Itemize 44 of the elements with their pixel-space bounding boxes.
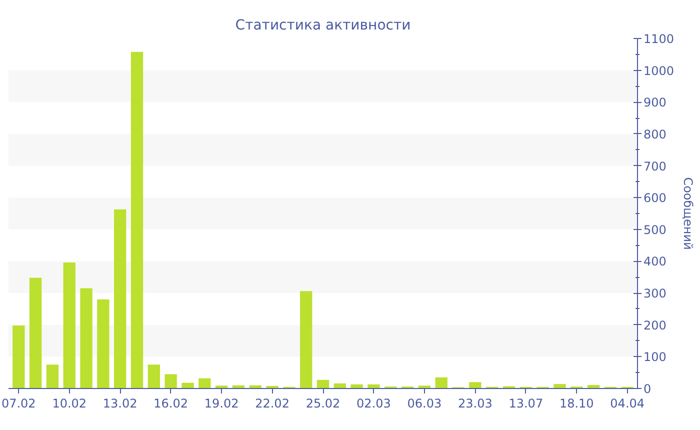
bar [182, 382, 194, 388]
y-axis-title: Сообщений [681, 177, 696, 250]
y-tick-label: 800 [644, 127, 666, 142]
y-tick-label: 400 [644, 254, 666, 269]
bar [198, 378, 211, 388]
bar [97, 299, 110, 388]
bar [554, 384, 566, 388]
y-tick-label: 1100 [644, 32, 674, 46]
y-tick-label: 100 [644, 350, 666, 364]
bar [29, 278, 42, 388]
x-tick-label: 04.04 [610, 396, 645, 410]
x-tick-label: 07.02 [1, 396, 36, 410]
x-tick-label: 06.03 [407, 396, 442, 410]
y-tick-label: 0 [644, 382, 652, 396]
x-tick-label: 19.02 [204, 396, 239, 410]
x-tick-label: 02.03 [356, 396, 391, 410]
y-tick-label: 200 [644, 318, 666, 332]
bar [80, 288, 92, 388]
y-tick-label: 300 [644, 286, 666, 301]
x-tick-label: 13.07 [508, 396, 544, 410]
y-tick-label: 900 [644, 96, 666, 110]
y-tick-label: 700 [644, 159, 666, 174]
y-tick-label: 1000 [644, 64, 674, 78]
bar [164, 374, 177, 388]
bar [114, 209, 126, 388]
x-tick-label: 25.02 [306, 396, 340, 410]
bar [469, 382, 482, 388]
bar [12, 326, 25, 388]
bar [63, 262, 76, 388]
x-tick-label: 10.02 [52, 396, 87, 410]
y-tick-label: 500 [644, 222, 666, 237]
x-tick-label: 13.02 [102, 396, 138, 410]
bar [316, 380, 330, 388]
bar [435, 377, 448, 388]
bar [130, 52, 144, 388]
bar [46, 364, 59, 388]
x-tick-label: 18.10 [559, 396, 594, 410]
chart-title: Статистика активности [235, 18, 411, 34]
y-tick-label: 600 [644, 191, 666, 206]
x-tick-label: 23.03 [458, 396, 492, 410]
x-tick-label: 16.02 [154, 396, 188, 410]
x-tick-label: 22.02 [255, 396, 290, 410]
bar [148, 364, 160, 388]
bar [300, 291, 312, 388]
